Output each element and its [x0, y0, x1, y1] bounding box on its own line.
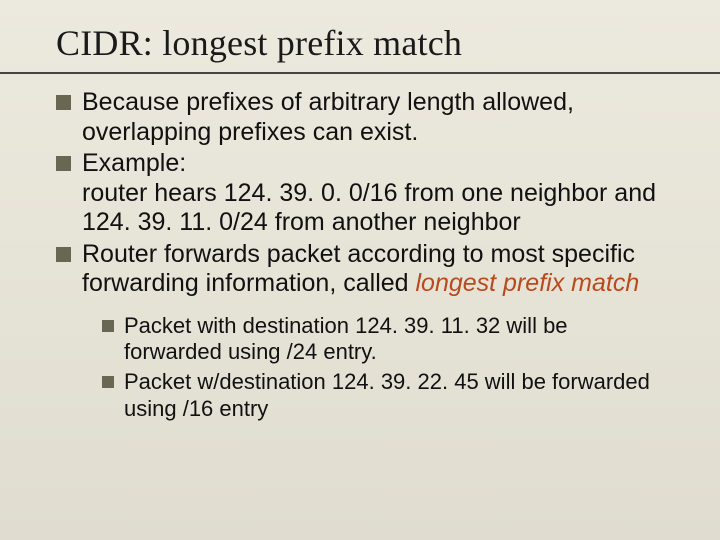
slide-body: Because prefixes of arbitrary length all…: [56, 88, 664, 422]
bullet-list: Because prefixes of arbitrary length all…: [56, 88, 664, 299]
sub-bullet-text: Packet w/destination 124. 39. 22. 45 wil…: [124, 369, 650, 420]
sub-bullet-item: Packet with destination 124. 39. 11. 32 …: [102, 313, 664, 366]
bullet-text: router hears 124. 39. 0. 0/16 from one n…: [82, 179, 656, 237]
title-underline: [0, 72, 720, 74]
sub-bullet-item: Packet w/destination 124. 39. 22. 45 wil…: [102, 369, 664, 422]
sub-bullet-text: Packet with destination 124. 39. 11. 32 …: [124, 313, 568, 364]
sub-bullet-list: Packet with destination 124. 39. 11. 32 …: [56, 313, 664, 423]
slide-title: CIDR: longest prefix match: [56, 22, 664, 64]
slide: CIDR: longest prefix match Because prefi…: [0, 0, 720, 540]
bullet-accent-text: longest prefix match: [416, 269, 640, 297]
bullet-text: Example:: [82, 149, 186, 177]
bullet-item: Router forwards packet according to most…: [56, 240, 664, 299]
bullet-text: Because prefixes of arbitrary length all…: [82, 88, 574, 146]
bullet-item: Example: router hears 124. 39. 0. 0/16 f…: [56, 149, 664, 238]
bullet-item: Because prefixes of arbitrary length all…: [56, 88, 664, 147]
